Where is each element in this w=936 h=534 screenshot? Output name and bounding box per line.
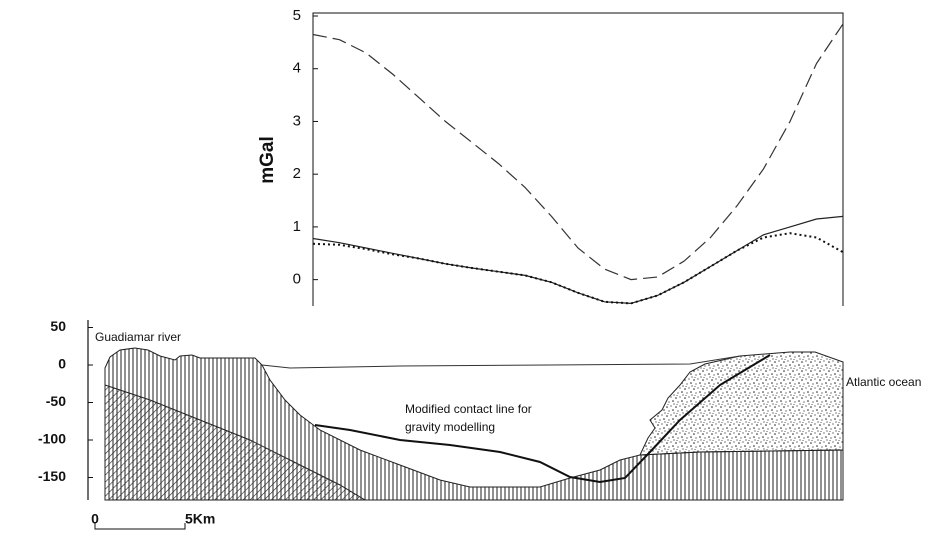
y-tick-label: 2 xyxy=(293,165,301,182)
surface-line xyxy=(261,355,741,369)
y-tick-label: -50 xyxy=(46,393,66,409)
contact-line xyxy=(314,354,771,484)
diagonal-hatch-layer xyxy=(104,384,367,501)
y-tick-label: 0 xyxy=(293,271,301,288)
y-tick-label: 5 xyxy=(293,7,301,24)
axes-frame xyxy=(312,12,844,306)
y-tick-label: 4 xyxy=(293,60,301,77)
scale-bar xyxy=(94,523,186,530)
dotted-layer xyxy=(639,351,844,456)
y-tick-label: 50 xyxy=(50,318,66,334)
y-tick-label: 0 xyxy=(58,356,66,372)
scale-label: 0 xyxy=(91,511,99,527)
annotation: Modified contact line for xyxy=(405,402,532,416)
gravity-chart: mGal xyxy=(257,12,844,306)
y-axis-label: mGal xyxy=(257,136,278,184)
cross-section: Guadiamar river Atlantic ocean Modified … xyxy=(87,320,921,530)
y-tick-label: -150 xyxy=(38,468,66,484)
annotation: Guadiamar river xyxy=(95,330,181,344)
annotation: Atlantic ocean xyxy=(846,375,921,389)
series-line xyxy=(312,232,844,305)
scale-label: 5Km xyxy=(185,511,215,527)
annotation: gravity modelling xyxy=(405,420,495,434)
y-tick-label: 3 xyxy=(293,112,301,129)
y-tick-label: -100 xyxy=(38,431,66,447)
series-line xyxy=(312,23,844,281)
series-line xyxy=(312,215,844,305)
y-tick-label: 1 xyxy=(293,218,301,235)
